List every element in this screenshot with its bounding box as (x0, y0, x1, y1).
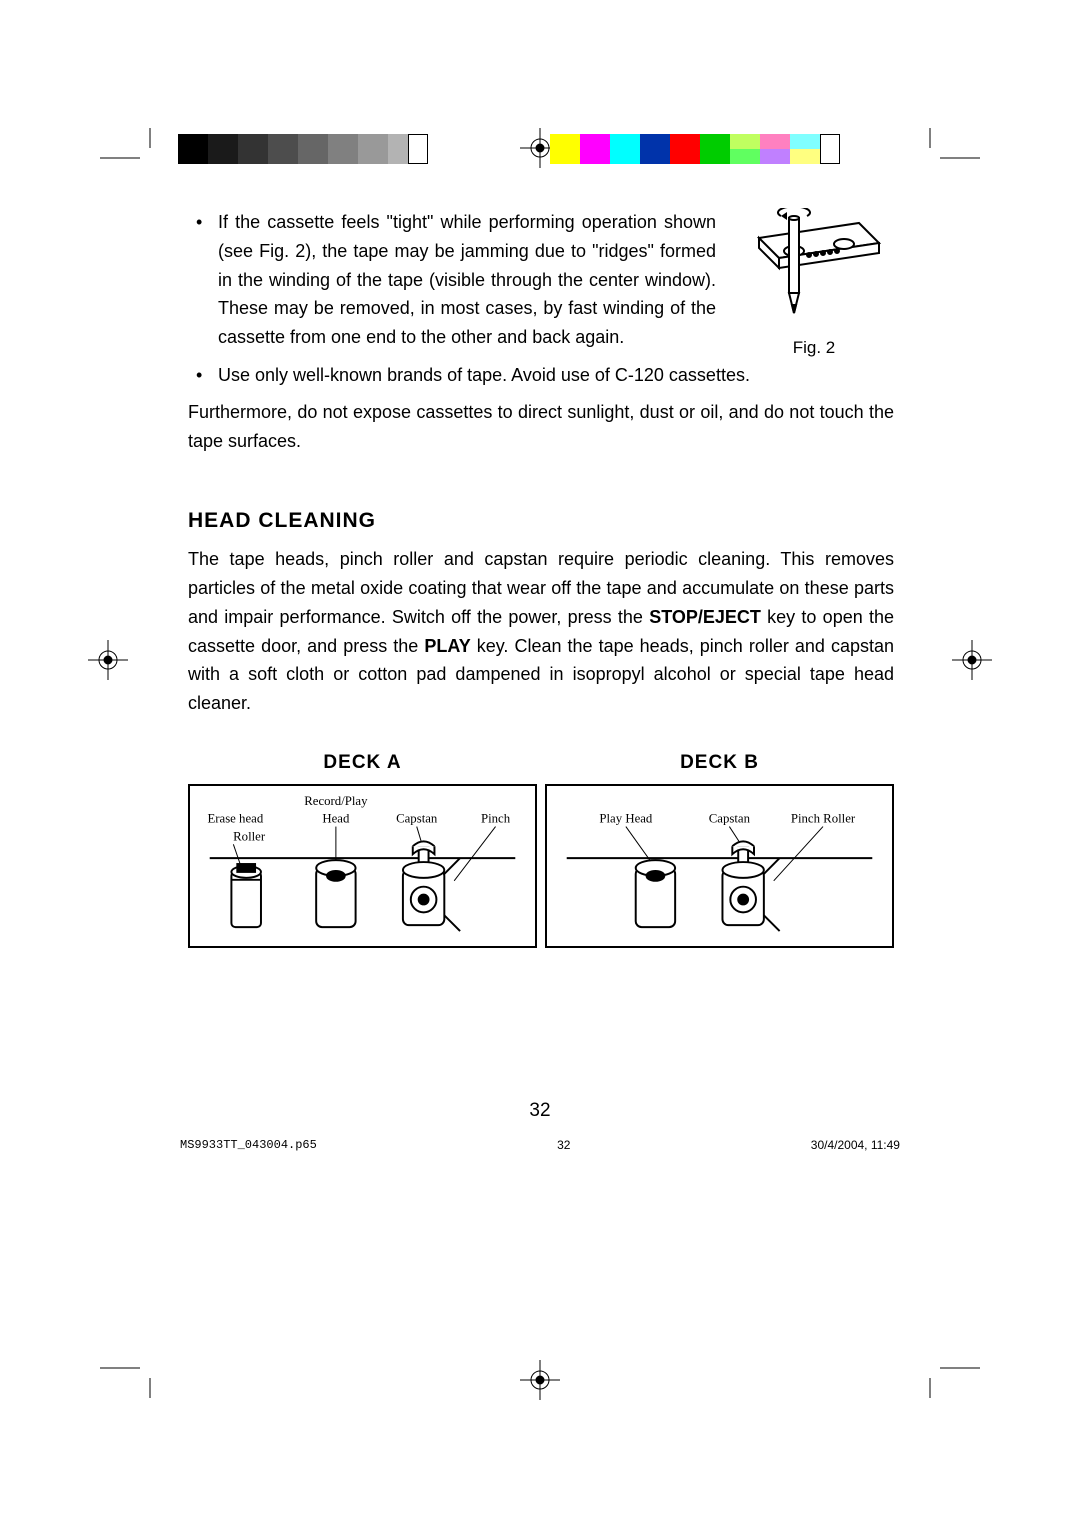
footer-file: MS9933TT_043004.p65 (180, 1138, 317, 1152)
register-mark-icon (952, 640, 992, 680)
crop-mark-icon (100, 1338, 160, 1398)
paragraph: Furthermore, do not expose cassettes to … (188, 398, 894, 456)
label-capstan: Capstan (709, 812, 751, 826)
deck-a: DECK A Erase head Record/Play Head Capst… (188, 748, 537, 948)
deck-b-diagram: Play Head Capstan Pinch Roller (547, 786, 892, 946)
label-pinch: Pinch (481, 812, 511, 826)
label-record-play: Record/Play (304, 794, 368, 808)
section-title: HEAD CLEANING (188, 504, 894, 538)
bullet-item: If the cassette feels "tight" while perf… (196, 208, 894, 352)
deck-a-title: DECK A (188, 748, 537, 778)
footer: MS9933TT_043004.p65 32 30/4/2004, 11:49 (180, 1138, 900, 1152)
deck-a-diagram: Erase head Record/Play Head Capstan Pinc… (190, 786, 535, 946)
bullet-text: If the cassette feels "tight" while perf… (218, 212, 716, 347)
label-roller: Roller (233, 830, 266, 844)
play-key: PLAY (424, 636, 470, 656)
grayscale-bar (178, 134, 428, 164)
stop-eject-key: STOP/EJECT (649, 607, 761, 627)
label-erase-head: Erase head (207, 812, 263, 826)
label-pinch-roller: Pinch Roller (791, 812, 856, 826)
crop-mark-icon (920, 1338, 980, 1398)
footer-datetime: 30/4/2004, 11:49 (811, 1138, 900, 1152)
footer-page: 32 (557, 1138, 570, 1152)
crop-mark-icon (100, 128, 160, 188)
head-cleaning-body: The tape heads, pinch roller and capstan… (188, 545, 894, 718)
deck-b: DECK B Play Head Capstan Pinch Roller (545, 748, 894, 948)
page-content: Fig. 2 If the cassette feels "tight" whi… (188, 208, 894, 948)
bullet-item: Use only well-known brands of tape. Avoi… (196, 361, 894, 390)
register-mark-icon (88, 640, 128, 680)
color-bar (550, 134, 840, 164)
bullet-text: Use only well-known brands of tape. Avoi… (218, 365, 750, 385)
label-play-head: Play Head (599, 812, 653, 826)
page-number: 32 (0, 1100, 1080, 1122)
crop-mark-icon (920, 128, 980, 188)
label-head: Head (322, 812, 350, 826)
register-mark-icon (520, 1360, 560, 1400)
deck-b-title: DECK B (545, 748, 894, 778)
label-capstan: Capstan (396, 812, 438, 826)
deck-diagrams: DECK A Erase head Record/Play Head Capst… (188, 748, 894, 948)
